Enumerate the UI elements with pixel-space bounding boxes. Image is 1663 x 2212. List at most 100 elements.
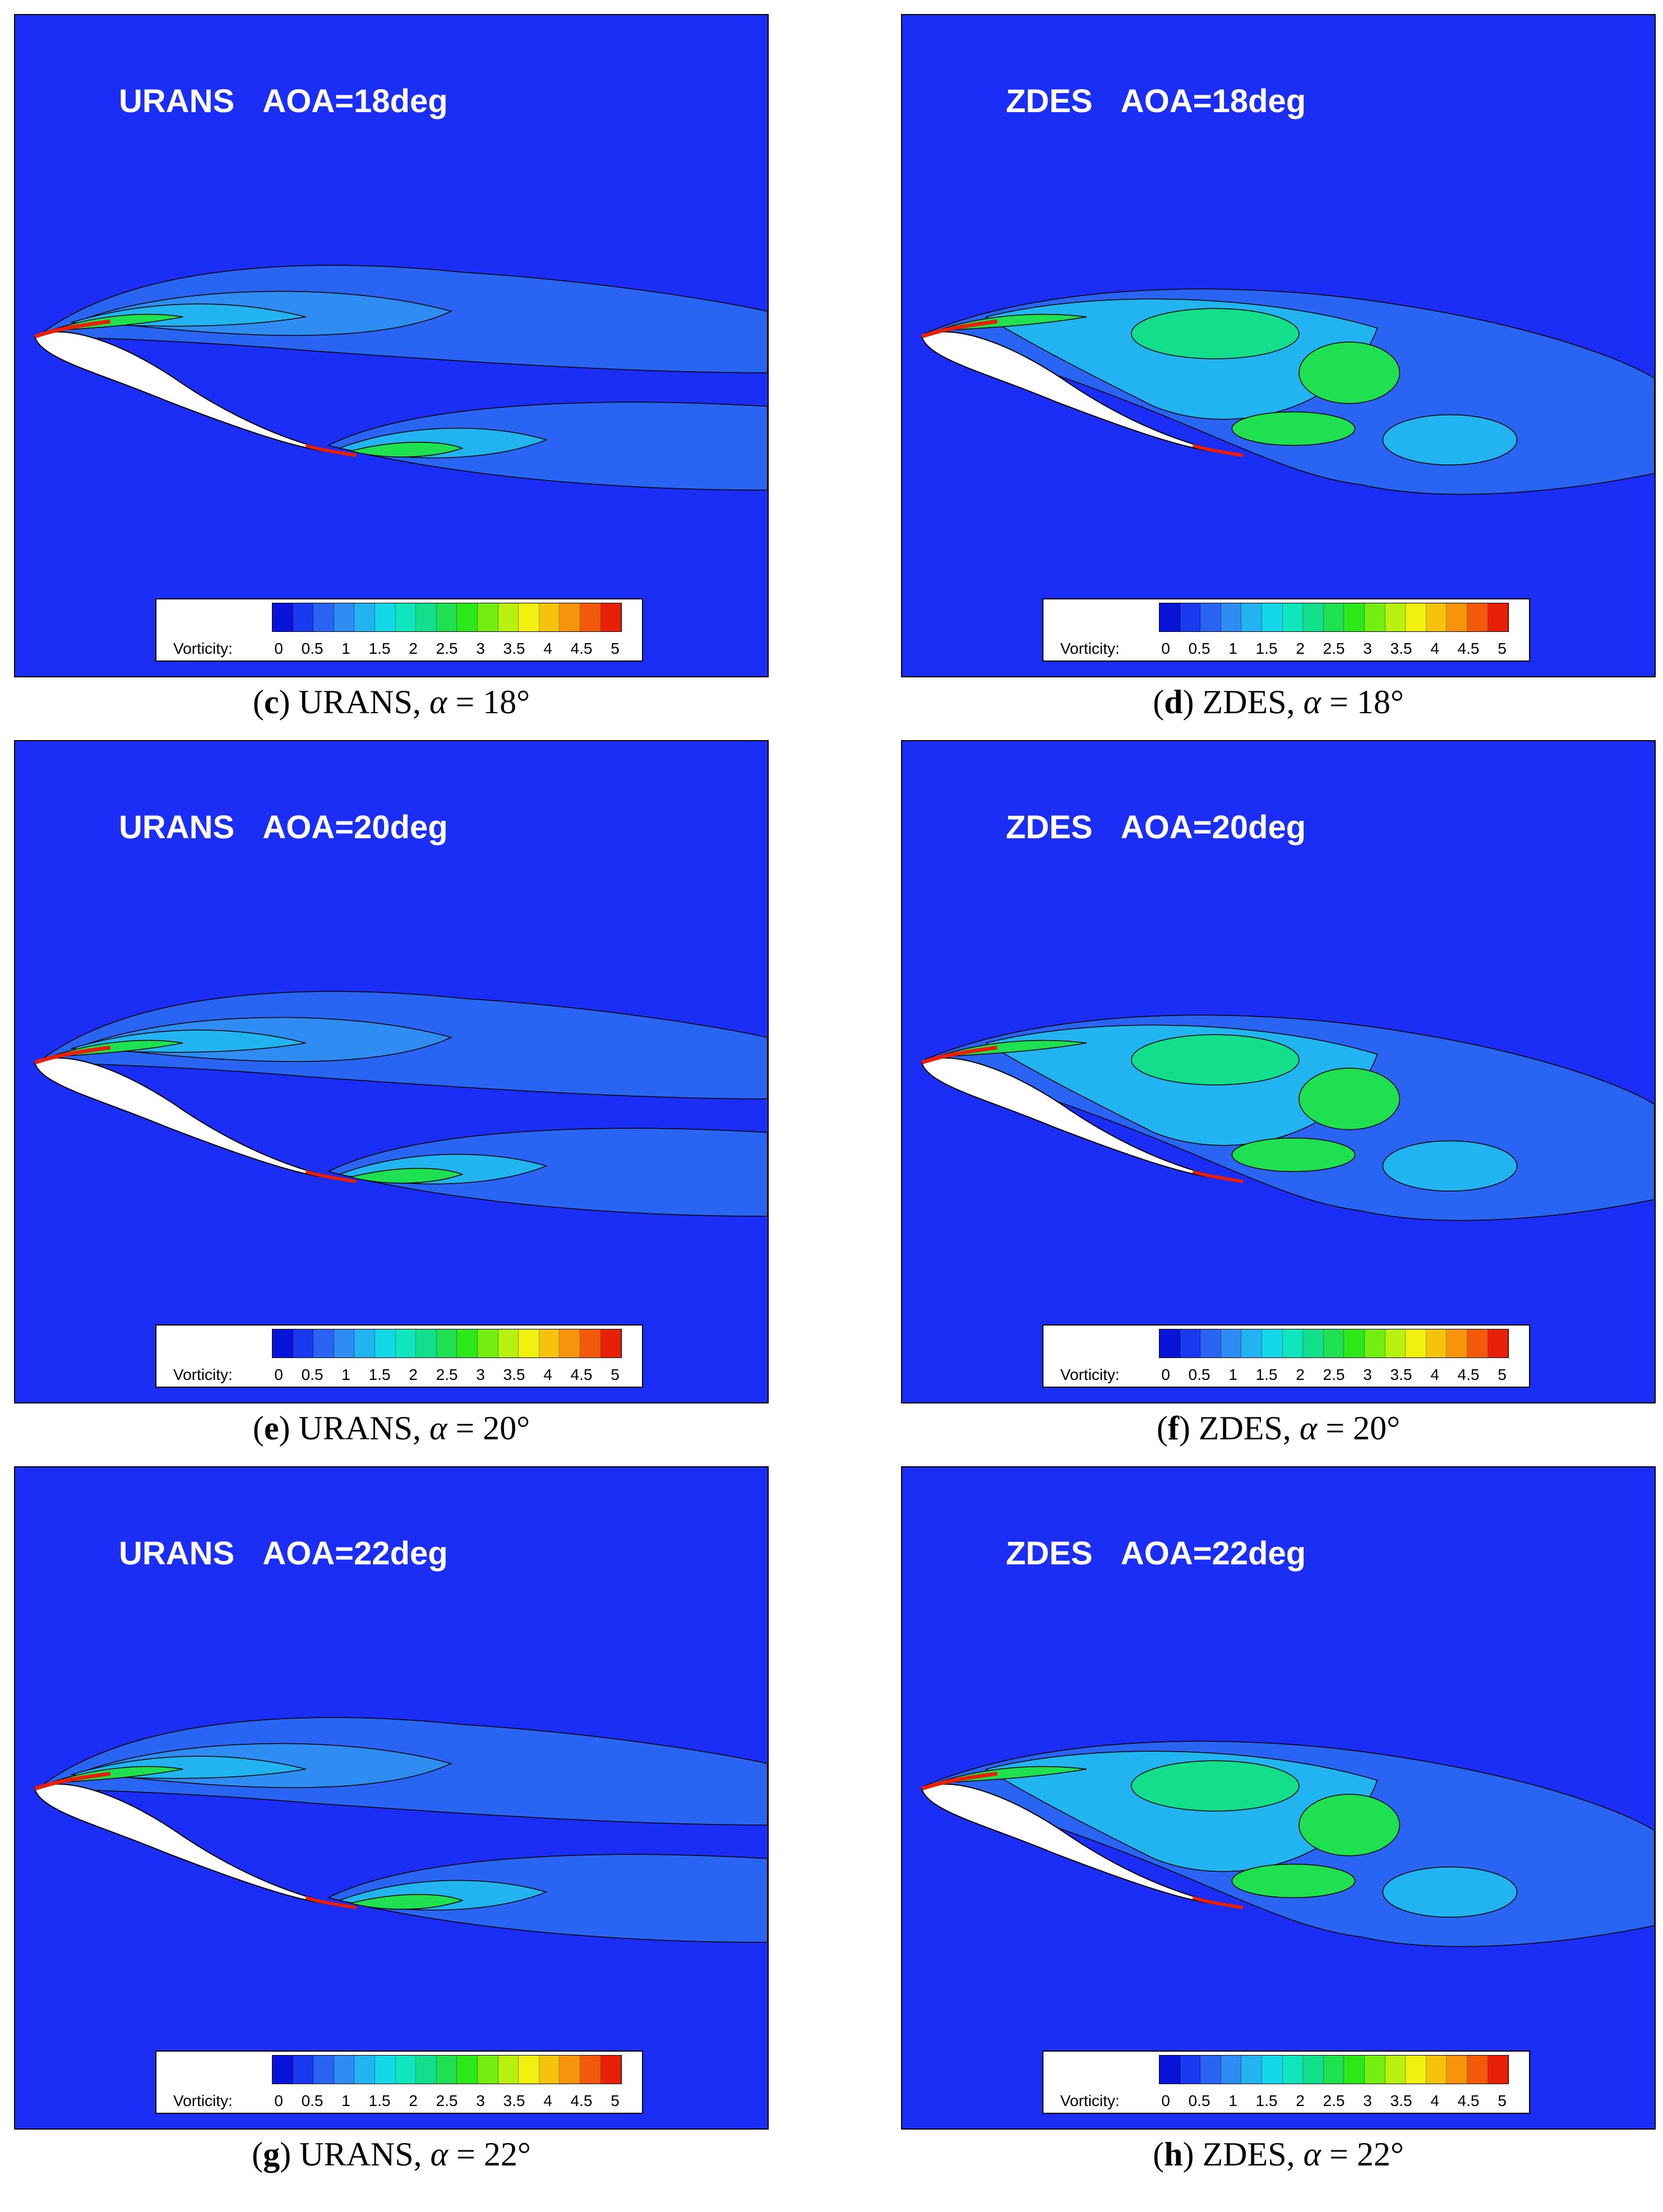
vortex-contour bbox=[1131, 1760, 1300, 1812]
trailing-edge-shear-layer bbox=[305, 1896, 357, 1910]
colorbar-tick-label: 2.5 bbox=[436, 1366, 458, 1383]
colorbar-tick-label: 3 bbox=[1363, 1366, 1372, 1383]
colorbar-swatch bbox=[293, 2056, 314, 2084]
colorbar-swatch bbox=[1385, 603, 1406, 631]
colorbar-swatch bbox=[313, 1329, 334, 1357]
colorbar-swatch bbox=[600, 2056, 622, 2084]
colorbar-swatches bbox=[272, 603, 622, 632]
colorbar-label: Vorticity: bbox=[1060, 2092, 1120, 2109]
colorbar-swatch bbox=[436, 1329, 458, 1357]
colorbar-swatch bbox=[498, 1329, 519, 1357]
colorbar-swatches bbox=[1159, 603, 1509, 632]
trailing-edge-shear-layer bbox=[1192, 444, 1244, 458]
colorbar-swatch bbox=[1282, 1329, 1304, 1357]
panel-title: ZDES AOA=22deg bbox=[1006, 1535, 1306, 1572]
contour-panel-h: ZDES AOA=22deg Vorticity: 0 0.5 1 1.5 2 2.5 3 3.… bbox=[901, 1466, 1656, 2130]
colorbar-swatch bbox=[272, 603, 293, 631]
colorbar-tick-label: 5 bbox=[1498, 1366, 1507, 1383]
colorbar-tick-label: 3 bbox=[476, 640, 485, 657]
colorbar-swatch bbox=[436, 2056, 458, 2084]
colorbar-swatch bbox=[1426, 2056, 1447, 2084]
vortex-contour bbox=[1382, 1866, 1518, 1918]
caption-e: (e) URANS, α = 20° bbox=[252, 1410, 530, 1447]
colorbar-swatches bbox=[272, 1329, 622, 1358]
colorbar-swatch bbox=[477, 2056, 498, 2084]
colorbar-swatch bbox=[477, 603, 498, 631]
colorbar-swatch bbox=[560, 2056, 580, 2084]
colorbar-tick-label: 0 bbox=[1161, 640, 1170, 657]
colorbar-swatch bbox=[580, 2056, 601, 2084]
colorbar-tick-label: 3 bbox=[1363, 2092, 1372, 2109]
colorbar-swatch bbox=[1303, 603, 1324, 631]
colorbar-tick-label: 5 bbox=[1498, 2092, 1507, 2109]
colorbar-swatch bbox=[293, 603, 314, 631]
vortex-contour bbox=[1131, 308, 1300, 359]
vorticity-field-urans bbox=[34, 265, 768, 491]
colorbar-swatch bbox=[457, 2056, 478, 2084]
airfoil-shape bbox=[34, 1057, 337, 1179]
colorbar-swatch bbox=[519, 603, 539, 631]
colorbar-tick-label: 0.5 bbox=[301, 640, 324, 657]
colorbar-label: Vorticity: bbox=[1060, 640, 1120, 657]
vortex-contour bbox=[1231, 1137, 1356, 1172]
colorbar-swatch bbox=[600, 603, 622, 631]
colorbar-tick-label: 2.5 bbox=[1323, 1366, 1345, 1383]
colorbar-tick-label: 4.5 bbox=[570, 640, 593, 657]
colorbar-swatches bbox=[1159, 1329, 1509, 1358]
colorbar-swatch bbox=[1344, 1329, 1365, 1357]
lower-wake-contour bbox=[327, 401, 768, 491]
colorbar-tick-label: 3.5 bbox=[1390, 2092, 1412, 2109]
contour-panel-e: URANS AOA=20deg Vorticity: 0 0.5 1 1.5 2 2.5 3 3… bbox=[14, 740, 769, 1403]
colorbar-tick-label: 0 bbox=[274, 2092, 283, 2109]
colorbar-swatch bbox=[1426, 1329, 1447, 1357]
colorbar-tick-label: 0.5 bbox=[301, 2092, 324, 2109]
vorticity-field-urans bbox=[34, 991, 768, 1217]
colorbar-tick-label: 4.5 bbox=[570, 1366, 593, 1383]
colorbar-label: Vorticity: bbox=[173, 640, 233, 657]
colorbar-swatch bbox=[1180, 1329, 1201, 1357]
colorbar-tick-label: 4.5 bbox=[1457, 2092, 1480, 2109]
colorbar-swatch bbox=[1282, 2056, 1304, 2084]
colorbar-swatch bbox=[1200, 1329, 1221, 1357]
colorbar-swatch bbox=[600, 1329, 622, 1357]
colorbar-tick-label: 0 bbox=[1161, 2092, 1170, 2109]
colorbar-tick-label: 2.5 bbox=[436, 640, 458, 657]
colorbar-swatch bbox=[1323, 603, 1345, 631]
colorbar-tick-label: 1.5 bbox=[1255, 2092, 1278, 2109]
airfoil-shape bbox=[34, 331, 337, 453]
colorbar-swatches bbox=[272, 2055, 622, 2084]
colorbar-swatch bbox=[1385, 1329, 1406, 1357]
colorbar-tick-label: 3.5 bbox=[503, 640, 525, 657]
colorbar-tick-label: 3.5 bbox=[503, 1366, 525, 1383]
colorbar-swatch bbox=[313, 603, 334, 631]
lower-wake-core bbox=[350, 1894, 464, 1910]
colorbar-swatch bbox=[1221, 2056, 1242, 2084]
colorbar-tick-label: 1.5 bbox=[1255, 1366, 1278, 1383]
colorbar-swatch bbox=[519, 1329, 539, 1357]
colorbar-tick-label: 1.5 bbox=[368, 1366, 391, 1383]
colorbar-tick-label: 0.5 bbox=[1188, 2092, 1211, 2109]
colorbar-swatch bbox=[354, 2056, 375, 2084]
colorbar-swatch bbox=[1467, 1329, 1488, 1357]
colorbar-swatch bbox=[539, 2056, 560, 2084]
panel-title: ZDES AOA=18deg bbox=[1006, 83, 1306, 119]
lower-wake-core bbox=[350, 1167, 464, 1184]
colorbar-swatch bbox=[1160, 1329, 1180, 1357]
colorbar-swatch bbox=[1447, 1329, 1467, 1357]
colorbar-tick-label: 2.5 bbox=[436, 2092, 458, 2109]
colorbar-swatch bbox=[1303, 2056, 1324, 2084]
colorbar-swatch bbox=[354, 603, 375, 631]
vorticity-field-zdes bbox=[921, 1014, 1655, 1221]
colorbar-swatch bbox=[416, 2056, 437, 2084]
colorbar-swatch bbox=[1488, 1329, 1509, 1357]
colorbar-swatch bbox=[1406, 603, 1426, 631]
leading-edge-shear-layer bbox=[34, 1771, 111, 1791]
colorbar-ticks: 0 0.5 1 1.5 2 2.5 3 3.5 4 4.5 5 bbox=[1159, 2092, 1509, 2111]
colorbar-tick-label: 4 bbox=[1430, 2092, 1439, 2109]
colorbar-swatch bbox=[1241, 603, 1262, 631]
vortex-contour bbox=[1299, 1794, 1401, 1857]
colorbar-tick-label: 0 bbox=[274, 640, 283, 657]
colorbar-swatch bbox=[1488, 603, 1509, 631]
colorbar-swatch bbox=[354, 1329, 375, 1357]
colorbar-swatch bbox=[334, 603, 355, 631]
